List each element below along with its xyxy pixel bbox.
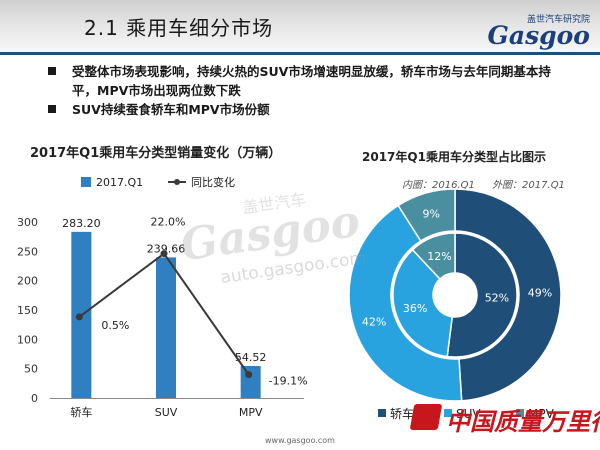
logo-subtitle: 盖世汽车研究院 [526,15,590,25]
donut-legend: 轿车 SUV MPV [378,406,555,421]
legend-line-marker [174,179,180,185]
growth-point [160,250,168,258]
legend-label: MPV [528,407,555,421]
legend-label: SUV [456,407,481,421]
bullet-text: SUV持续蚕食轿车和MPV市场份额 [72,102,270,117]
donut-value-label: 36% [403,302,427,315]
legend-swatch [516,409,524,417]
legend-bar-swatch [81,177,91,187]
donut-slice-outer [454,188,562,402]
donut-inner-note: 内圈：2016.Q1 [402,180,475,191]
footer-url: www.gasgoo.com [265,436,335,445]
donut-chart-title: 2017年Q1乘用车分类型占比图示 [362,150,546,164]
logo-brand: Gasgoo [487,21,590,50]
donut-value-label: 52% [485,292,509,305]
bullet-text: 受整体市场表现影响，持续火热的SUV市场增速明显放缓，轿车市场与去年同期基本持平… [72,64,551,98]
legend-label: 轿车 [390,406,414,421]
growth-value-label: 22.0% [151,216,186,229]
header-bar [0,0,600,52]
bullet-item: 受整体市场表现影响，持续火热的SUV市场增速明显放缓，轿车市场与去年同期基本持平… [48,62,568,100]
donut-value-label: 9% [423,207,440,220]
bar-chart-title: 2017年Q1乘用车分类型销量变化（万辆） [30,146,282,161]
legend-line-label: 同比变化 [191,175,235,189]
y-tick-label: 300 [17,216,38,229]
donut-value-label: 49% [528,286,552,299]
donut-hole [434,274,476,316]
donut-slice-outer [348,204,463,402]
x-tick-label: MPV [239,406,263,419]
donut-outer-note: 外圈：2017.Q1 [492,180,565,191]
x-tick-label: SUV [155,406,178,419]
page-title: 2.1 乘用车细分市场 [84,16,274,40]
donut-slice-inner [411,232,456,281]
header-divider [0,52,600,55]
donut-slice-outer [397,188,456,242]
y-tick-label: 0 [31,392,38,405]
growth-point [245,371,253,379]
bar [156,257,176,398]
y-tick-label: 50 [24,363,38,376]
growth-value-label: 0.5% [101,319,129,332]
stamp-text: 中国质量万里行 [446,407,600,436]
bullet-item: SUV持续蚕食轿车和MPV市场份额 [48,100,568,119]
bullet-square-icon [48,105,56,113]
gasgoo-logo: 盖世汽车研究院 Gasgoo [478,12,590,50]
legend-swatch [444,409,452,417]
legend-bar-label: 2017.Q1 [96,176,143,189]
bar-value-label: 239.66 [147,242,186,255]
stamp-mark-icon [409,404,443,430]
y-tick-label: 100 [17,333,38,346]
bar-chart-legend: 2017.Q1 同比变化 [81,175,235,189]
bar-value-label: 54.52 [235,351,267,364]
donut-value-label: 12% [427,250,451,263]
x-tick-label: 轿车 [70,405,92,419]
y-tick-label: 200 [17,275,38,288]
legend-swatch [378,409,386,417]
growth-point [75,313,83,321]
y-tick-label: 150 [17,304,38,317]
bar-value-label: 283.20 [62,217,101,230]
donut-value-label: 42% [362,315,386,328]
growth-value-label: -19.1% [269,375,308,388]
bullet-list: 受整体市场表现影响，持续火热的SUV市场增速明显放缓，轿车市场与去年同期基本持平… [48,62,568,119]
donut-chart-subtitle: 内圈：2016.Q1 外圈：2017.Q1 [402,176,579,191]
quality-stamp-logo: 中国质量万里行 [409,400,600,436]
donut-slice-inner [446,232,518,358]
y-tick-label: 250 [17,245,38,258]
bullet-square-icon [48,67,56,75]
